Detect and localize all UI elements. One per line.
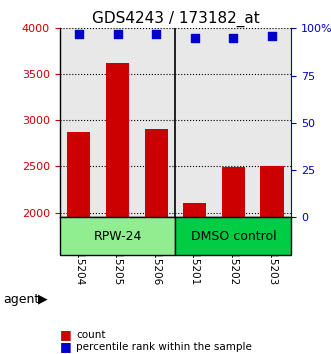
Point — [76, 31, 81, 37]
Bar — [183, 203, 206, 354]
Bar — [106, 63, 129, 354]
FancyBboxPatch shape — [60, 217, 175, 255]
Point — [115, 31, 120, 37]
Bar — [222, 167, 245, 354]
Bar — [145, 129, 168, 354]
Text: ▶: ▶ — [38, 293, 48, 306]
Text: percentile rank within the sample: percentile rank within the sample — [76, 342, 252, 352]
Title: GDS4243 / 173182_at: GDS4243 / 173182_at — [92, 11, 259, 27]
Bar — [260, 166, 284, 354]
Text: RPW-24: RPW-24 — [93, 229, 142, 242]
Text: agent: agent — [3, 293, 40, 306]
Text: ■: ■ — [60, 341, 71, 353]
Point — [269, 33, 275, 39]
Point — [154, 31, 159, 37]
Bar — [67, 132, 90, 354]
Point — [192, 35, 197, 41]
Point — [231, 35, 236, 41]
FancyBboxPatch shape — [175, 217, 291, 255]
Text: ■: ■ — [60, 328, 71, 341]
Text: DMSO control: DMSO control — [191, 229, 276, 242]
Text: count: count — [76, 330, 106, 339]
